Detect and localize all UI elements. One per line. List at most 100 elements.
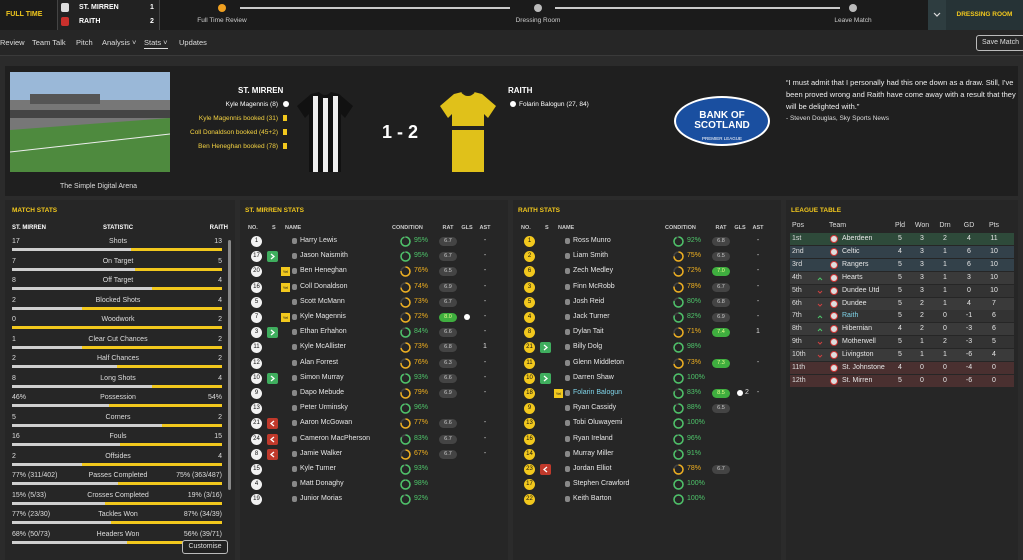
person-icon: [292, 344, 297, 351]
nav-tab[interactable]: Stats ˅: [144, 38, 168, 49]
assists: -: [756, 282, 760, 290]
customise-button[interactable]: Customise: [182, 540, 228, 554]
condition-ring: [400, 418, 411, 430]
condition-ring: [673, 388, 684, 399]
assists: -: [483, 389, 487, 396]
person-icon: [565, 298, 570, 305]
nav-tab[interactable]: Review: [0, 38, 25, 47]
step-label: Dressing Room: [515, 17, 561, 24]
person-icon: [565, 481, 570, 488]
stat-bar-home: [12, 501, 105, 505]
track: [240, 7, 510, 9]
condition: 98%: [414, 480, 429, 488]
condition: 76%: [414, 358, 429, 366]
table-cell: 3: [920, 286, 924, 294]
person-icon: [565, 253, 570, 260]
save-button[interactable]: Save Match: [976, 35, 1023, 51]
shirt-number: 4: [251, 479, 262, 491]
position: 10th: [792, 351, 806, 359]
stat-bar-away: [118, 482, 222, 485]
nav-tab[interactable]: Pitch: [76, 38, 93, 47]
player-name: Aaron McGowan: [300, 419, 353, 427]
team-name: Dundee Utd: [842, 286, 880, 294]
stat-name: On Target: [102, 257, 134, 265]
assists: -: [483, 449, 487, 457]
col-header: CONDITION: [665, 225, 696, 231]
stat-name: Passes Completed: [88, 472, 148, 479]
stadium-image: [9, 72, 171, 172]
table-row: [790, 374, 1014, 387]
shirt-number: 11: [251, 342, 262, 354]
position: 12th: [792, 376, 806, 384]
col-header: CONDITION: [392, 225, 423, 231]
table-cell: 3: [920, 235, 924, 242]
table-cell: -3: [965, 338, 973, 346]
nav-tab[interactable]: Updates: [179, 38, 207, 47]
trend-down: [817, 301, 823, 307]
nav-tab[interactable]: Team Talk: [32, 38, 66, 47]
assists: -: [756, 252, 760, 260]
team-crest: [830, 312, 838, 321]
condition-ring: [400, 251, 411, 262]
condition: 84%: [414, 328, 429, 336]
person-icon: [292, 283, 297, 290]
stat-away: 19% (3/16): [187, 491, 222, 499]
next-button[interactable]: DRESSING ROOM: [946, 0, 1023, 30]
rating: 6.7: [439, 449, 457, 459]
shirt-number: 7: [251, 312, 262, 323]
col-header: Won: [914, 222, 930, 229]
panel-title: RAITH STATS: [518, 207, 561, 214]
table-cell: 2: [943, 338, 947, 346]
condition-ring: [673, 433, 684, 445]
away-shirt: [440, 91, 496, 175]
assists: 1: [756, 328, 760, 336]
sub-off-icon: [267, 433, 278, 445]
stat-away: 2: [218, 335, 222, 343]
person-icon: [292, 390, 297, 396]
table-cell: 11: [990, 235, 998, 242]
player-name: Jack Turner: [573, 313, 610, 320]
stat-bar-away: [12, 326, 222, 329]
table-cell: 3: [920, 260, 924, 268]
team-name: ST. MIRREN: [79, 4, 119, 11]
condition: 88%: [687, 404, 702, 412]
player-name: Jamie Walker: [300, 449, 343, 457]
rating: 6.5: [712, 252, 730, 262]
table-cell: -1: [965, 312, 973, 320]
shirt-number: 17: [524, 479, 535, 491]
stat-bar-away: [117, 365, 222, 368]
stat-name: Crosses Completed: [87, 491, 149, 499]
stat-bar-away: [108, 404, 222, 407]
shirt-number: 9: [251, 388, 262, 399]
team-name: Rangers: [842, 260, 869, 268]
stat-name: Tackles Won: [98, 511, 138, 518]
person-icon: [292, 420, 297, 427]
stat-bar-home: [12, 345, 82, 349]
stat-away: 4: [218, 296, 222, 304]
assists: -: [756, 237, 760, 244]
player-name: Dapo Mebude: [300, 389, 344, 396]
team-name: St. Mirren: [842, 376, 873, 384]
stat-bar-home: [12, 423, 162, 427]
table-row: [790, 323, 1014, 336]
assists: -: [483, 282, 487, 290]
table-cell: 0: [967, 286, 971, 294]
table-cell: 0: [992, 364, 996, 371]
condition-ring: [673, 494, 684, 506]
person-icon: [565, 344, 570, 351]
table-cell: 1: [943, 299, 947, 307]
step-label: Leave Match: [834, 17, 872, 24]
assists: -: [483, 328, 487, 336]
card-badge: Yel: [554, 389, 563, 398]
col-header: NO.: [521, 225, 531, 231]
stat-away: 4: [218, 277, 222, 284]
shirt-number: 15: [251, 464, 262, 475]
team-crest: [830, 247, 838, 256]
table-cell: 4: [898, 325, 902, 333]
rating: 6.6: [439, 373, 457, 383]
table-cell: 2: [920, 325, 924, 333]
rating: 6.7: [712, 282, 730, 292]
trend-up: [817, 313, 823, 319]
person-icon: [565, 390, 570, 396]
nav-tab[interactable]: Analysis ˅: [102, 38, 137, 47]
